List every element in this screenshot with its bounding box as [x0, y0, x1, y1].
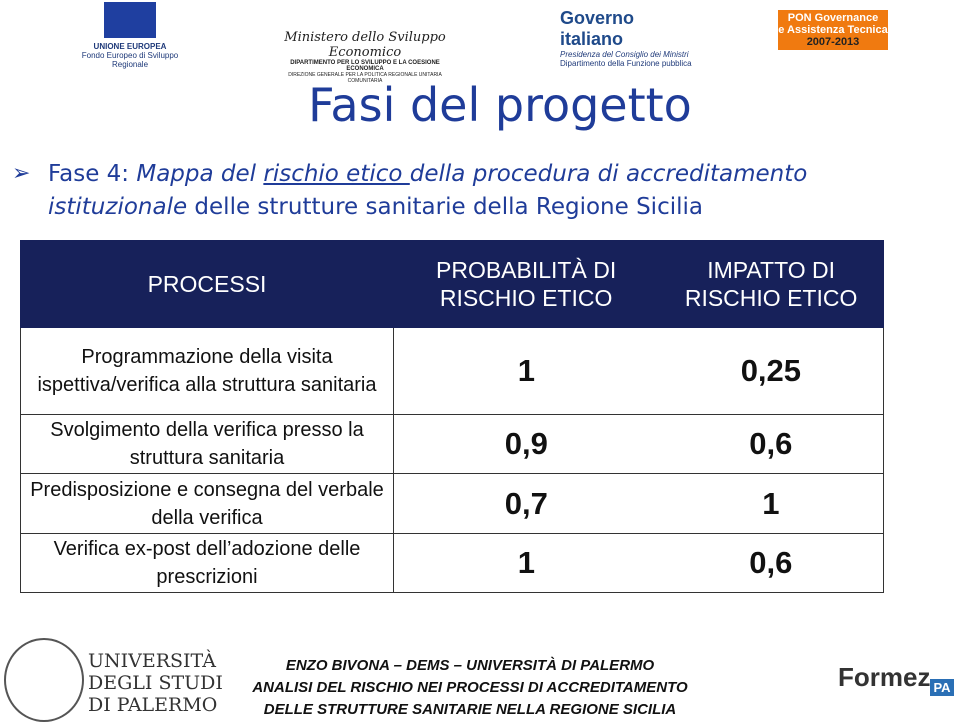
table-row: Programmazione della visita ispettiva/ve… [20, 327, 884, 415]
formez-logo: Formez PA [838, 662, 954, 697]
text: ANALISI DEL RISCHIO NEI PROCESSI DI ACCR… [252, 679, 688, 696]
text: ENZO BIVONA – DEMS – UNIVERSITÀ DI PALER… [285, 657, 655, 674]
pon-logo: PON Governance e Assistenza Tecnica 2007… [778, 10, 888, 50]
column-header: IMPATTO DI RISCHIO ETICO [658, 240, 884, 328]
logo-text: DIREZIONE GENERALE PER LA POLITICA REGIO… [288, 72, 442, 84]
logo-text: Ministero dello Sviluppo Economico [284, 30, 446, 60]
header-row: PROCESSI PROBABILITÀ DI RISCHIO ETICO IM… [20, 240, 884, 328]
text: Fase 4: [48, 161, 137, 187]
value-cell: 1 [658, 473, 884, 534]
text: rischio etico [263, 161, 410, 187]
value-cell: 0,7 [393, 473, 659, 534]
value-cell: 0,9 [393, 414, 659, 474]
text: DEGLI STUDI [88, 672, 223, 694]
university-name: UNIVERSITÀ DEGLI STUDI DI PALERMO [88, 650, 223, 716]
column-header: PROCESSI [20, 240, 394, 328]
text: Mappa del [136, 161, 264, 187]
value-cell: 1 [393, 327, 659, 415]
column-header: PROBABILITÀ DI RISCHIO ETICO [392, 240, 660, 328]
logo-text: 2007-2013 [806, 36, 860, 48]
table-row: Svolgimento della verifica presso la str… [20, 414, 884, 474]
logo-text: UNIONE EUROPEA [93, 42, 167, 51]
text: della procedura di accreditamento [409, 161, 808, 187]
logo-text: Dipartimento della Funzione pubblica [560, 59, 692, 68]
text: UNIVERSITÀ [88, 650, 216, 672]
mise-logo: Ministero dello Sviluppo Economico DIPAR… [280, 6, 450, 84]
logo-text: PON Governance [787, 12, 879, 24]
table-row: Predisposizione e consegna del verbale d… [20, 473, 884, 534]
text: PA [930, 679, 954, 697]
governo-logo: Governo italiano Presidenza del Consigli… [530, 8, 700, 68]
university-seal [4, 638, 84, 722]
value-cell: 0,25 [658, 327, 884, 415]
logo-text: Presidenza del Consiglio dei Ministri [560, 50, 689, 59]
logo-text: Fondo Europeo di Sviluppo Regionale [81, 51, 179, 69]
process-cell: Programmazione della visita ispettiva/ve… [20, 327, 394, 415]
risk-table: PROCESSI PROBABILITÀ DI RISCHIO ETICO IM… [20, 240, 884, 593]
eu-flag [104, 2, 156, 38]
logo-text: DIPARTIMENTO PER LO SVILUPPO E LA COESIO… [290, 60, 440, 72]
logo-text: Governo italiano [560, 8, 635, 49]
bullet-text: Fase 4: Mappa del rischio etico della pr… [48, 158, 928, 224]
value-cell: 0,6 [658, 533, 884, 593]
bullet-icon: ➢ [12, 160, 31, 185]
value-cell: 0,6 [658, 414, 884, 474]
value-cell: 1 [393, 533, 659, 593]
logo-text: e Assistenza Tecnica [778, 24, 888, 36]
process-cell: Verifica ex-post dell’adozione delle pre… [20, 533, 394, 593]
process-cell: Predisposizione e consegna del verbale d… [20, 473, 394, 534]
text: DI PALERMO [88, 694, 218, 716]
text: DELLE STRUTTURE SANITARIE NELLA REGIONE … [263, 701, 677, 718]
footer-text: ENZO BIVONA – DEMS – UNIVERSITÀ DI PALER… [220, 655, 720, 721]
eu-logo: UNIONE EUROPEA Fondo Europeo di Sviluppo… [70, 2, 190, 69]
process-cell: Svolgimento della verifica presso la str… [20, 414, 394, 474]
text: istituzionale [48, 194, 188, 220]
text: delle strutture sanitarie della Regione … [187, 194, 703, 220]
table-row: Verifica ex-post dell’adozione delle pre… [20, 533, 884, 593]
title: Fasi del progetto [308, 78, 692, 132]
text: Formez [838, 662, 931, 692]
